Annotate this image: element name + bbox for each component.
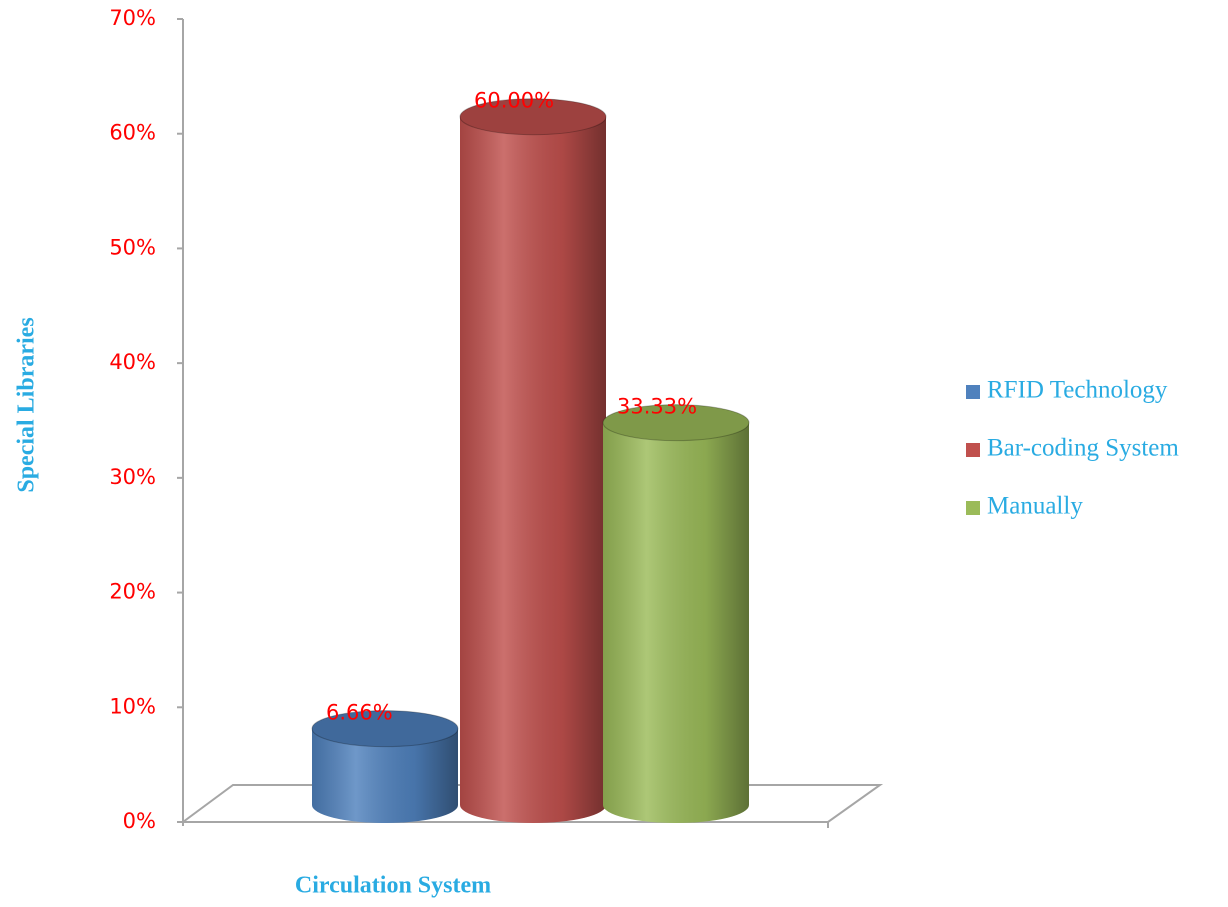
cylinder-shade	[603, 422, 749, 823]
value-label: 33.33%	[617, 395, 697, 419]
value-label: 60.00%	[474, 89, 554, 113]
cylinder-top-shade	[603, 404, 749, 441]
cylinder-top-shade	[312, 710, 458, 747]
legend-swatch	[966, 385, 980, 399]
legend-label: RFID Technology	[987, 377, 1168, 404]
x-axis-title: Circulation System	[295, 873, 491, 899]
y-tick-label: 20%	[109, 580, 156, 604]
cylinder-shade	[460, 116, 606, 823]
y-tick-label: 0%	[123, 809, 156, 833]
cylinder-top	[602, 404, 750, 442]
cylinder-top	[311, 710, 459, 748]
y-tick-label: 70%	[109, 6, 156, 30]
legend-swatch	[966, 443, 980, 457]
y-tick-label: 60%	[109, 121, 156, 145]
y-tick-label: 40%	[109, 350, 156, 374]
cylinder-top	[459, 98, 607, 136]
value-label: 6.66%	[326, 701, 393, 725]
legend-label: Manually	[987, 493, 1083, 520]
cylinder-top-shade	[460, 98, 606, 135]
floor	[179, 784, 884, 823]
y-tick-label: 30%	[109, 465, 156, 489]
y-tick-label: 10%	[109, 694, 156, 718]
legend-label: Bar-coding System	[987, 435, 1179, 462]
y-axis-title: Special Libraries	[14, 317, 40, 492]
y-tick-label: 50%	[109, 235, 156, 259]
legend-swatch	[966, 501, 980, 515]
cylinder-shade	[312, 728, 458, 823]
